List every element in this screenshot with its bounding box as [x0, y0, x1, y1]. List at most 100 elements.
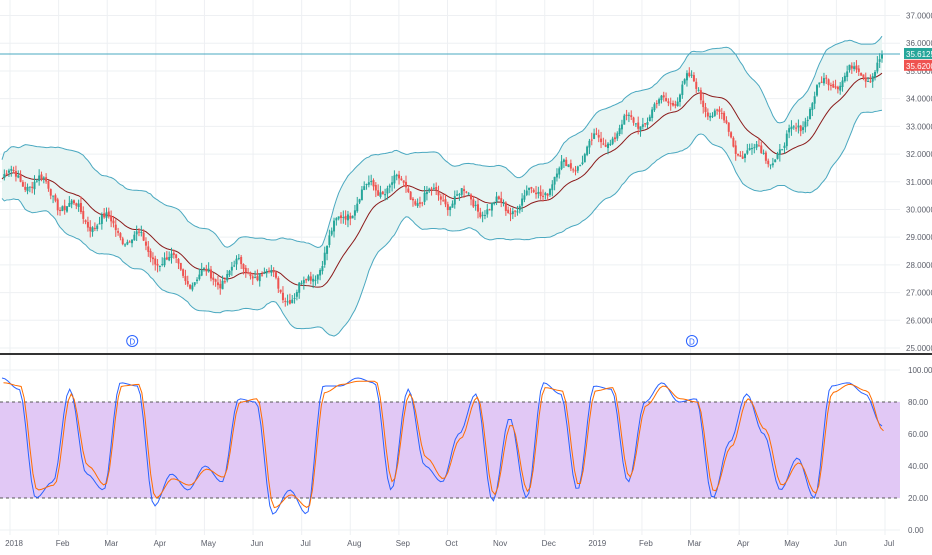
- candle-body: [604, 144, 607, 147]
- candle-body: [38, 175, 41, 181]
- candle-body: [265, 270, 268, 274]
- candle-body: [730, 132, 733, 138]
- candle-body: [792, 126, 795, 128]
- candle-body: [460, 188, 463, 195]
- candle-body: [63, 205, 66, 211]
- candle-body: [209, 269, 212, 279]
- candle-body: [846, 71, 849, 78]
- candle-body: [720, 112, 723, 114]
- candle-body: [432, 187, 435, 189]
- candle-body: [744, 153, 747, 159]
- candle-body: [521, 198, 524, 206]
- candle-body: [203, 267, 206, 269]
- candle-body: [495, 196, 498, 202]
- candle-body: [256, 276, 259, 281]
- candle-body: [400, 178, 403, 181]
- candle-body: [402, 180, 405, 183]
- candle-body: [398, 174, 401, 179]
- candle-body: [785, 133, 788, 147]
- candle-body: [702, 100, 705, 108]
- candle-body: [7, 170, 10, 173]
- candle-body: [869, 81, 872, 83]
- candle-body: [35, 180, 38, 182]
- candle-body: [179, 262, 182, 270]
- x-tick-label: Jul: [301, 539, 311, 548]
- candle-body: [337, 216, 340, 219]
- candle-body: [860, 73, 863, 76]
- candle-body: [223, 281, 226, 283]
- candle-body: [841, 80, 844, 88]
- candle-body: [367, 182, 370, 185]
- candle-body: [163, 257, 166, 266]
- candle-body: [75, 203, 78, 206]
- candle-body: [769, 164, 772, 166]
- candle-body: [28, 186, 31, 188]
- candle-body: [843, 75, 846, 82]
- osc-tick-label: 60.00: [908, 430, 929, 439]
- candle-body: [149, 250, 152, 258]
- candle-body: [207, 268, 210, 272]
- candle-body: [583, 154, 586, 163]
- candle-body: [107, 211, 110, 217]
- candle-body: [539, 191, 542, 197]
- candle-body: [709, 115, 712, 118]
- candle-body: [344, 215, 347, 220]
- candle-body: [112, 220, 115, 224]
- candle-body: [834, 86, 837, 88]
- candle-body: [175, 254, 178, 258]
- candle-body: [655, 103, 658, 105]
- candle-body: [644, 123, 647, 125]
- candle-body: [704, 107, 707, 112]
- candle-body: [286, 301, 289, 303]
- candle-body: [500, 198, 503, 203]
- candle-body: [321, 266, 324, 272]
- candle-body: [3, 174, 6, 178]
- price-tick-label: 31.0000: [906, 178, 932, 187]
- candle-body: [335, 218, 338, 221]
- candle-body: [425, 191, 428, 195]
- candle-body: [274, 272, 277, 278]
- candle-body: [562, 159, 565, 162]
- candle-body: [233, 265, 236, 267]
- candle-body: [323, 252, 326, 265]
- candle-body: [458, 194, 461, 196]
- candle-body: [848, 64, 851, 71]
- candle-body: [124, 244, 127, 246]
- candle-body: [61, 206, 64, 212]
- candle-body: [79, 202, 82, 213]
- candle-body: [277, 278, 280, 289]
- x-tick-label: Sep: [396, 539, 411, 548]
- candle-body: [723, 112, 726, 121]
- candle-body: [857, 68, 860, 72]
- candle-body: [862, 74, 865, 78]
- x-tick-label: 2018: [5, 539, 23, 548]
- price-tick-label: 35.0000: [906, 67, 932, 76]
- candle-body: [581, 162, 584, 165]
- candle-body: [690, 74, 693, 76]
- candle-body: [572, 169, 575, 171]
- dividend-marker-label: D: [689, 338, 695, 347]
- candle-body: [641, 124, 644, 127]
- candle-body: [674, 104, 677, 106]
- candle-body: [372, 180, 375, 187]
- candle-body: [516, 211, 519, 213]
- candle-body: [822, 78, 825, 84]
- osc-tick-label: 80.00: [908, 398, 929, 407]
- candle-body: [21, 182, 24, 187]
- bollinger-lower-line: [1, 109, 883, 337]
- candle-body: [72, 200, 75, 204]
- candle-body: [230, 266, 233, 271]
- candle-body: [196, 279, 199, 281]
- candle-body: [293, 297, 296, 299]
- candle-body: [813, 96, 816, 104]
- candle-body: [853, 66, 856, 69]
- candle-body: [470, 194, 473, 200]
- candle-body: [147, 246, 150, 252]
- candle-body: [388, 185, 391, 188]
- candle-body: [474, 204, 477, 206]
- candle-body: [748, 148, 751, 150]
- candle-body: [788, 128, 791, 133]
- candle-body: [706, 112, 709, 117]
- stoch-band-fill: [0, 402, 900, 498]
- candle-body: [121, 238, 124, 245]
